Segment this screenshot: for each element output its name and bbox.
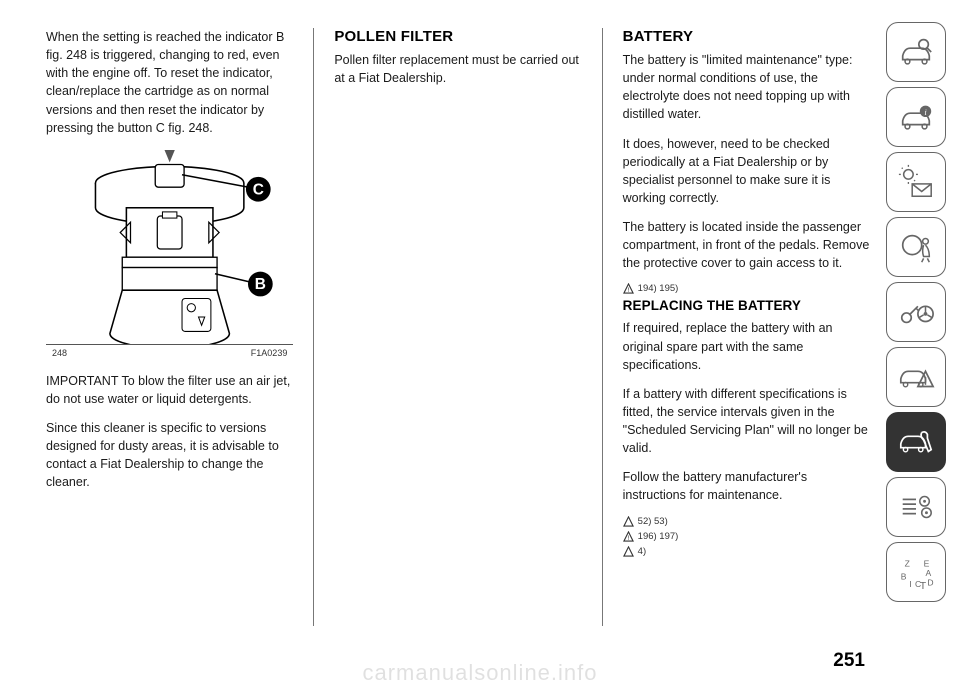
- nav-car-search-icon[interactable]: [886, 22, 946, 82]
- page-number: 251: [833, 650, 865, 672]
- para: The battery is located inside the passen…: [623, 218, 870, 272]
- para: It does, however, need to be checked per…: [623, 135, 870, 208]
- svg-text:B: B: [901, 572, 907, 582]
- column-1: When the setting is reached the indicato…: [46, 28, 293, 686]
- nav-airbag-icon[interactable]: [886, 217, 946, 277]
- nav-car-warning-icon[interactable]: [886, 347, 946, 407]
- air-filter-diagram: C B: [46, 148, 293, 344]
- warning-triangle-icon: !: [623, 283, 634, 294]
- svg-text:T: T: [920, 581, 927, 591]
- heading-battery: BATTERY: [623, 28, 870, 45]
- svg-text:A: A: [926, 568, 932, 578]
- column-3: BATTERY The battery is "limited maintena…: [623, 28, 870, 686]
- svg-text:C: C: [253, 181, 264, 198]
- heading-replacing-battery: REPLACING THE BATTERY: [623, 298, 870, 313]
- para: Pollen filter replacement must be carrie…: [334, 51, 581, 87]
- para: IMPORTANT To blow the filter use an air …: [46, 372, 293, 408]
- nav-weather-mail-icon[interactable]: [886, 152, 946, 212]
- svg-text:!: !: [627, 288, 629, 295]
- warning-refs: 52) 53): [623, 516, 870, 527]
- para: Follow the battery manufacturer's instru…: [623, 468, 870, 504]
- sidebar-nav: i Z E B A D I C T: [886, 0, 960, 686]
- heading-pollen-filter: POLLEN FILTER: [334, 28, 581, 45]
- para: If required, replace the battery with an…: [623, 319, 870, 373]
- warning-triangle-icon: [623, 546, 634, 557]
- column-separator: [313, 28, 314, 626]
- warning-triangle-icon: [623, 516, 634, 527]
- warning-triangle-icon: !: [623, 531, 634, 542]
- svg-text:D: D: [927, 577, 933, 587]
- para: Since this cleaner is specific to versio…: [46, 419, 293, 492]
- svg-text:B: B: [255, 276, 266, 293]
- svg-text:I: I: [909, 579, 911, 589]
- para: When the setting is reached the indicato…: [46, 28, 293, 137]
- column-separator: [602, 28, 603, 626]
- figure-number: 248: [52, 348, 67, 358]
- para: The battery is "limited maintenance" typ…: [623, 51, 870, 124]
- warning-refs: 4): [623, 546, 870, 557]
- svg-text:E: E: [924, 558, 930, 568]
- figure-code: F1A0239: [251, 348, 288, 358]
- svg-text:!: !: [627, 535, 629, 542]
- column-2: POLLEN FILTER Pollen filter replacement …: [334, 28, 581, 686]
- nav-technical-letters-icon[interactable]: Z E B A D I C T: [886, 542, 946, 602]
- nav-car-wrench-icon[interactable]: [886, 412, 946, 472]
- warning-refs: ! 194) 195): [623, 283, 870, 294]
- svg-text:Z: Z: [905, 558, 910, 568]
- para: If a battery with different specificatio…: [623, 385, 870, 458]
- nav-list-gears-icon[interactable]: [886, 477, 946, 537]
- nav-car-info-icon[interactable]: i: [886, 87, 946, 147]
- warning-refs: ! 196) 197): [623, 531, 870, 542]
- nav-key-wheel-icon[interactable]: [886, 282, 946, 342]
- figure-248: C B 248 F1A0239: [46, 148, 293, 358]
